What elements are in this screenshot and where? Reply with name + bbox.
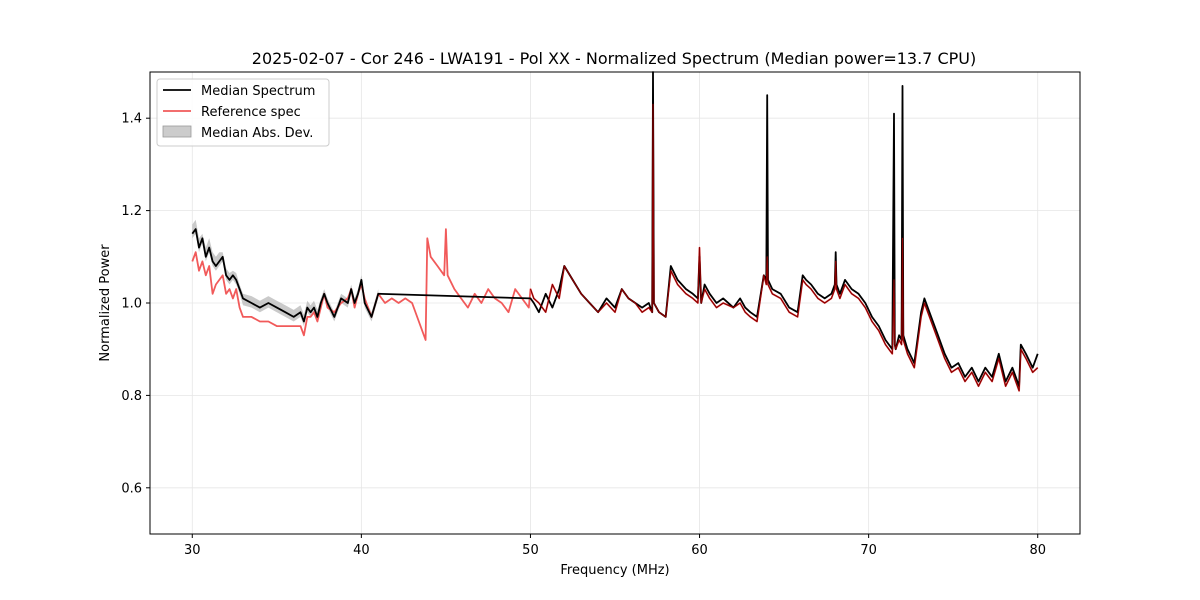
legend: Median Spectrum Reference spec Median Ab… bbox=[156, 78, 330, 147]
reference-overlap-line bbox=[529, 103, 1039, 392]
legend-mad-swatch bbox=[162, 125, 192, 138]
legend-median-label: Median Spectrum bbox=[201, 84, 315, 99]
series-layer bbox=[191, 71, 1039, 392]
y-tick-label: 0.8 bbox=[121, 389, 142, 404]
y-axis-label: Normalized Power bbox=[98, 244, 113, 362]
y-tick-label: 1.2 bbox=[121, 204, 142, 219]
x-tick-label: 80 bbox=[1029, 543, 1046, 558]
y-tick-label: 0.6 bbox=[121, 481, 142, 496]
x-axis-label: Frequency (MHz) bbox=[560, 563, 669, 578]
x-tick-label: 50 bbox=[522, 543, 539, 558]
x-tick-label: 60 bbox=[691, 543, 708, 558]
y-tick-label: 1.0 bbox=[121, 297, 142, 312]
chart-title: 2025-02-07 - Cor 246 - LWA191 - Pol XX -… bbox=[252, 49, 976, 68]
x-tick-label: 70 bbox=[860, 543, 877, 558]
x-tick-label: 30 bbox=[184, 543, 201, 558]
x-tick-label: 40 bbox=[353, 543, 370, 558]
legend-box bbox=[156, 78, 330, 147]
legend-reference-label: Reference spec bbox=[201, 105, 301, 120]
grid-lines bbox=[150, 72, 1080, 534]
x-axis-ticks: 30 40 50 60 70 80 bbox=[184, 534, 1046, 558]
y-tick-label: 1.4 bbox=[121, 112, 142, 127]
y-axis-ticks: 0.6 0.8 1.0 1.2 1.4 bbox=[121, 112, 150, 496]
legend-mad-label: Median Abs. Dev. bbox=[201, 126, 313, 141]
